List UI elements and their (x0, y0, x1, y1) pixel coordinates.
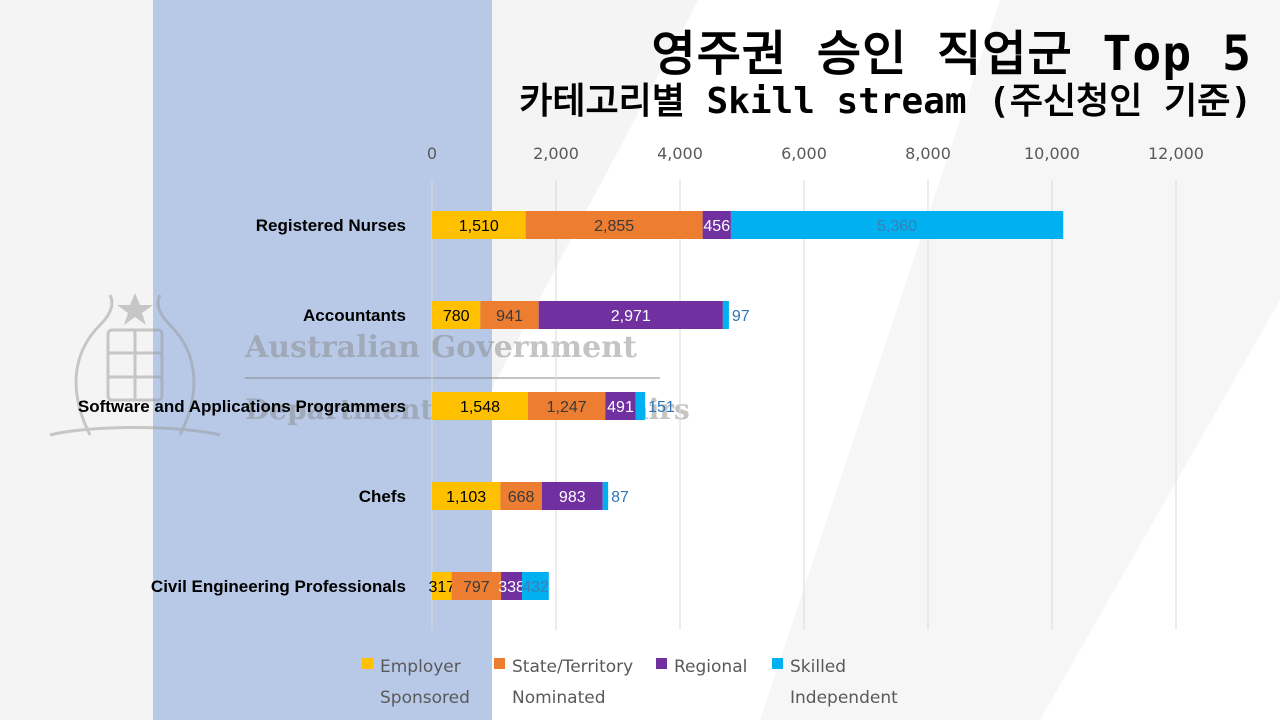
data-label: 983 (559, 489, 586, 506)
bar-segment (500, 482, 542, 510)
category-label: Chefs (359, 487, 406, 506)
category-label: Civil Engineering Professionals (151, 577, 406, 596)
category-label: Accountants (303, 306, 406, 325)
data-label: 780 (443, 308, 470, 325)
watermark-line1: Australian Government (245, 330, 637, 365)
category-label: Software and Applications Programmers (78, 397, 406, 416)
data-label: 5,360 (877, 218, 917, 235)
watermark-divider (245, 377, 660, 379)
data-label: 2,855 (594, 218, 634, 235)
bar-segment (432, 572, 452, 600)
legend-label-state: State/Territory Nominated (512, 652, 662, 714)
x-tick-label: 2,000 (533, 144, 579, 163)
bar-segment (501, 572, 523, 600)
data-label: 97 (732, 308, 750, 325)
data-label: 87 (611, 489, 629, 506)
data-label: 1,510 (459, 218, 499, 235)
data-label: 317 (428, 579, 455, 596)
legend-swatch-employer (362, 658, 373, 669)
data-label: 456 (703, 218, 730, 235)
data-label: 151 (648, 399, 675, 416)
legend-label-employer: Employer Sponsored (380, 652, 530, 714)
x-tick-label: 10,000 (1024, 144, 1080, 163)
data-label: 797 (463, 579, 490, 596)
coat-of-arms-emblem (49, 293, 221, 437)
data-label: 941 (496, 308, 523, 325)
legend-label-skilled-line1: Skilled (790, 657, 847, 677)
data-label: 1,548 (460, 399, 500, 416)
x-tick-label: 12,000 (1148, 144, 1204, 163)
legend-label-employer-line1: Employer (380, 657, 461, 677)
bar-segment (525, 211, 703, 239)
bar-segment (635, 392, 646, 420)
legend-label-skilled: Skilled Independent (790, 652, 940, 714)
bar-segment (522, 572, 549, 600)
legend-label-skilled-line2: Independent (790, 688, 898, 708)
data-label: 1,103 (446, 489, 486, 506)
bar-segment (432, 482, 501, 510)
x-tick-label: 0 (427, 144, 437, 163)
bar-segment (605, 392, 636, 420)
data-label: 432 (522, 579, 549, 596)
legend-label-state-line1: State/Territory (512, 657, 634, 677)
bar-segment (541, 482, 603, 510)
bar-segment (538, 301, 723, 329)
bar-segment (432, 301, 481, 329)
legend-label-state-line2: Nominated (512, 688, 606, 708)
data-label: 1,247 (547, 399, 587, 416)
data-label: 491 (607, 399, 634, 416)
x-tick-label: 6,000 (781, 144, 827, 163)
x-tick-label: 8,000 (905, 144, 951, 163)
data-label: 668 (508, 489, 535, 506)
bar-segment (602, 482, 609, 510)
bar-segment (480, 301, 539, 329)
legend-swatch-regional (656, 658, 667, 669)
bar-segment (432, 211, 526, 239)
legend-label-regional: Regional (674, 652, 824, 683)
page-subtitle: 카테고리별 Skill stream (주신청인 기준) (519, 81, 1252, 122)
bar-segment (451, 572, 502, 600)
bar-segment (730, 211, 1064, 239)
data-label: 338 (498, 579, 525, 596)
bar-segment (527, 392, 606, 420)
legend-swatch-skilled (772, 658, 783, 669)
data-label: 2,971 (611, 308, 651, 325)
legend-swatch-state (494, 658, 505, 669)
bar-segment (432, 392, 528, 420)
bar-segment (722, 301, 729, 329)
legend-label-regional-line1: Regional (674, 657, 748, 677)
category-label: Registered Nurses (256, 216, 406, 235)
x-tick-label: 4,000 (657, 144, 703, 163)
page-title: 영주권 승인 직업군 Top 5 (651, 26, 1252, 82)
legend-label-employer-line2: Sponsored (380, 688, 470, 708)
chart-legend: Employer Sponsored State/Territory Nomin… (362, 652, 922, 712)
bar-segment (702, 211, 731, 239)
